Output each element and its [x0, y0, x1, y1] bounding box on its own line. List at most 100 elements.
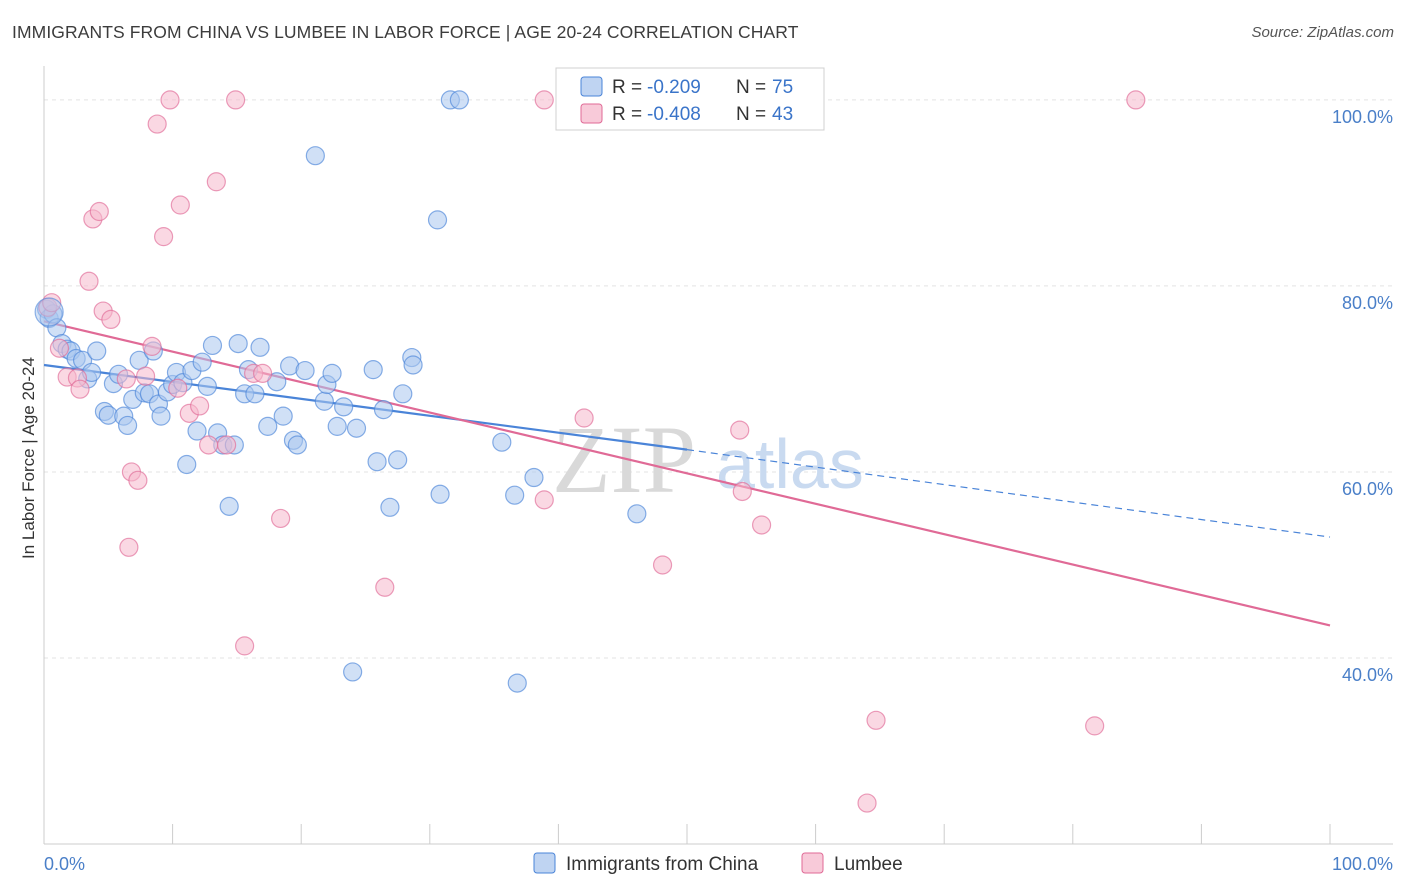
china-point-17 [117, 415, 138, 436]
lumbee-point-19 [160, 90, 180, 110]
y-tick-label-3: 100.0% [1332, 107, 1393, 127]
trend-lines [43, 320, 1331, 627]
china-point-24 [151, 406, 171, 426]
china-point-58 [363, 360, 383, 380]
legend-r-label-china: R = [612, 77, 642, 98]
lumbee-point-27 [226, 90, 246, 110]
bottom-legend: Immigrants from China Lumbee [533, 852, 903, 875]
y-tick-label-2: 80.0% [1342, 293, 1393, 313]
lumbee-point-37 [730, 420, 750, 440]
china-point-46 [273, 406, 293, 426]
china-point-34 [202, 335, 223, 356]
china-point-52 [314, 391, 334, 411]
lumbee-point-33 [534, 90, 554, 110]
bottom-legend-swatch-china [533, 852, 556, 874]
legend-r-label-lumbee: R = [612, 104, 642, 125]
china-point-72 [524, 467, 544, 488]
china-point-62 [388, 450, 408, 470]
axes [43, 66, 1393, 845]
china-point-32 [192, 352, 212, 372]
china-point-75 [343, 662, 363, 682]
lumbee-point-25 [206, 172, 226, 192]
x-tick-labels: 0.0% 100.0% [44, 854, 1393, 874]
lumbee-point-8 [89, 201, 109, 222]
china-point-59 [367, 452, 387, 472]
source-label: Source: ZipAtlas.com [1251, 24, 1394, 41]
legend-n-value-lumbee: 43 [772, 104, 793, 125]
china-point-60 [373, 400, 394, 420]
china-point-57 [346, 418, 367, 438]
china-point-63 [393, 384, 413, 404]
lumbee-point-34 [534, 490, 554, 510]
legend-n-label-china: N = [736, 77, 766, 98]
china-point-66 [427, 210, 448, 230]
lumbee-point-28 [235, 636, 255, 656]
lumbee-point-41 [857, 793, 877, 813]
lumbee-point-26 [217, 435, 237, 455]
legend-r-value-lumbee: -0.408 [647, 104, 701, 125]
lumbee-point-12 [119, 537, 139, 557]
y-tick-label-1: 60.0% [1342, 479, 1393, 499]
lumbee-point-17 [147, 114, 167, 134]
y-tick-labels: 40.0% 60.0% 80.0% 100.0% [1332, 107, 1393, 685]
lumbee-point-16 [142, 336, 162, 356]
china-point-11 [87, 341, 107, 361]
china-point-42 [245, 384, 265, 404]
legend-n-value-china: 75 [772, 77, 793, 98]
lumbee-point-32 [375, 577, 395, 597]
legend-r-value-china: -0.209 [647, 77, 701, 98]
lumbee-point-15 [135, 366, 156, 386]
lumbee-point-18 [153, 227, 174, 247]
china-point-54 [322, 363, 342, 383]
lumbee-point-35 [574, 408, 594, 428]
china-point-69 [449, 90, 469, 110]
lumbee-point-23 [190, 396, 210, 416]
scatter-points [34, 90, 1146, 813]
lumbee-point-31 [271, 508, 291, 529]
china-point-37 [219, 496, 239, 516]
china-point-73 [627, 504, 647, 524]
china-point-29 [177, 454, 197, 475]
china-point-56 [334, 397, 354, 417]
china-point-45 [267, 372, 287, 392]
lumbee-point-6 [79, 271, 99, 291]
china-point-55 [327, 416, 347, 436]
lumbee-point-2 [49, 338, 70, 358]
china-point-70 [492, 432, 512, 452]
y-axis-title: In Labor Force | Age 20-24 [19, 357, 38, 559]
china-point-33 [197, 376, 217, 396]
lumbee-point-43 [1126, 90, 1146, 110]
y-tick-label-0: 40.0% [1342, 665, 1393, 685]
china-point-50 [295, 360, 315, 381]
bottom-legend-label-china: Immigrants from China [566, 854, 759, 875]
chart-title: IMMIGRANTS FROM CHINA VS LUMBEE IN LABOR… [12, 22, 799, 42]
china-point-39 [228, 333, 248, 354]
bottom-legend-label-lumbee: Lumbee [834, 854, 903, 875]
china-point-67 [430, 484, 450, 504]
x-tick-label-0: 0.0% [44, 854, 85, 874]
china-point-49 [287, 435, 307, 455]
lumbee-point-42 [1085, 716, 1105, 736]
legend-swatch-lumbee [580, 103, 603, 124]
china-point-71 [505, 485, 525, 505]
lumbee-point-30 [253, 363, 273, 383]
legend-n-label-lumbee: N = [736, 104, 766, 125]
x-tick-label-1: 100.0% [1332, 854, 1393, 874]
lumbee-point-5 [70, 379, 90, 399]
lumbee-point-40 [866, 710, 886, 730]
lumbee-trend-line [43, 320, 1331, 627]
lumbee-point-20 [168, 378, 188, 398]
lumbee-point-11 [116, 369, 136, 389]
china-point-31 [187, 421, 207, 441]
china-point-51 [305, 146, 325, 166]
bottom-legend-swatch-lumbee [801, 852, 824, 874]
china-trend-extension [686, 449, 1331, 538]
china-point-cluster [34, 297, 64, 327]
china-point-43 [250, 337, 270, 357]
lumbee-point-36 [652, 555, 673, 575]
lumbee-point-14 [128, 470, 148, 490]
legend-swatch-china [580, 76, 603, 97]
china-point-65 [403, 355, 423, 375]
lumbee-point-38 [732, 481, 752, 502]
